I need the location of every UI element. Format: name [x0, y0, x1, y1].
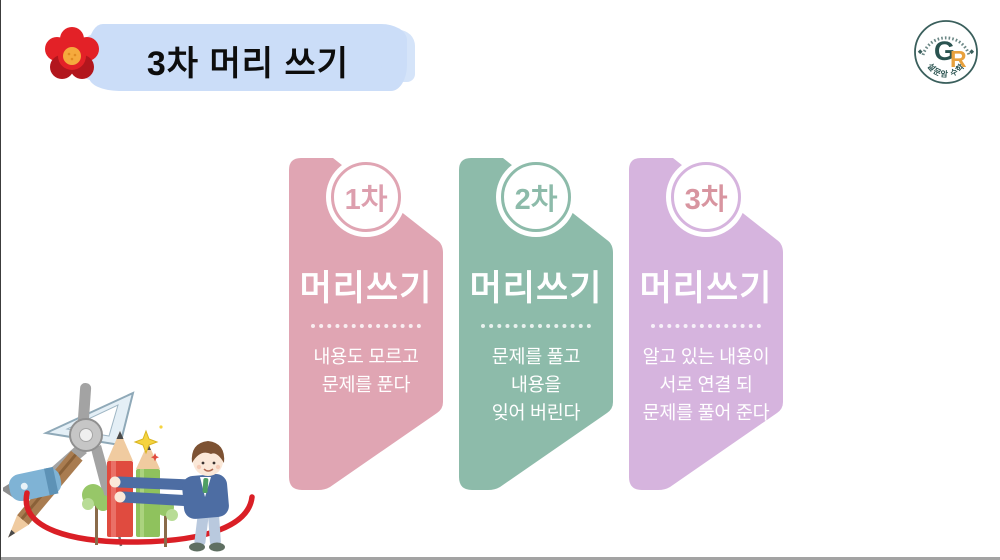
card-desc-line: 알고 있는 내용이: [642, 346, 770, 367]
card-heading: 머리쓰기: [639, 269, 773, 308]
title-brush-banner: [83, 24, 415, 91]
page-title: 3차 머리 쓰기: [146, 45, 350, 83]
card-desc-line: 문제를 풀어 준다: [642, 401, 770, 423]
stage-badge-label: 2차: [514, 184, 558, 216]
card-desc-line: 내용도 모르고: [313, 346, 419, 367]
logo-letter-g: G: [934, 36, 955, 66]
card-desc-line: 문제를 풀고: [491, 346, 581, 367]
card-heading: 머리쓰기: [469, 269, 603, 308]
dotted-divider: [480, 324, 592, 328]
stage-cards: 1차 머리쓰기 내용도 모르고 문제를 푼다 2차 머리쓰기 문제를 풀고 내용…: [289, 158, 783, 493]
stage-badge-label: 3차: [684, 184, 728, 216]
red-swoosh-underline: [23, 490, 255, 545]
stage-badge-label: 1차: [344, 184, 388, 216]
card-stage-1: 1차 머리쓰기 내용도 모르고 문제를 푼다: [289, 158, 443, 493]
dotted-divider: [310, 324, 422, 328]
logo-tiny-arc-text: [921, 36, 971, 56]
card-content: 머리쓰기 알고 있는 내용이 서로 연결 되 문제를 풀어 준다: [629, 260, 783, 426]
card-desc-line: 잊어 버린다: [491, 401, 581, 423]
card-content: 머리쓰기 내용도 모르고 문제를 푼다: [289, 260, 443, 399]
card-stage-3: 3차 머리쓰기 알고 있는 내용이 서로 연결 되 문제를 풀어 준다: [629, 158, 783, 493]
logo-letter-r: R: [950, 46, 967, 72]
stage-badge: 2차: [501, 162, 571, 232]
camellia-flower-icon: [45, 27, 99, 79]
gr-stamp-logo: G R 설문암 수학: [914, 20, 978, 84]
card-heading: 머리쓰기: [299, 269, 433, 308]
stage-badge: 1차: [331, 162, 401, 232]
boy-illustration: [109, 441, 229, 552]
card-content: 머리쓰기 문제를 풀고 내용을 잊어 버린다: [459, 260, 613, 426]
logo-ring: [914, 20, 978, 84]
math-tools-illustration: [3, 383, 255, 552]
card-desc-line: 서로 연결 되: [659, 373, 753, 395]
card-desc-line: 문제를 푼다: [321, 373, 411, 395]
sparkle-stars-icon: [133, 425, 163, 462]
stage-badge: 3차: [671, 162, 741, 232]
card-desc-line: 내용을: [510, 373, 562, 395]
blue-marker-icon: [3, 466, 62, 502]
dotted-divider: [650, 324, 762, 328]
window-bottom-border: [1, 557, 1000, 560]
card-stage-2: 2차 머리쓰기 문제를 풀고 내용을 잊어 버린다: [459, 158, 613, 493]
